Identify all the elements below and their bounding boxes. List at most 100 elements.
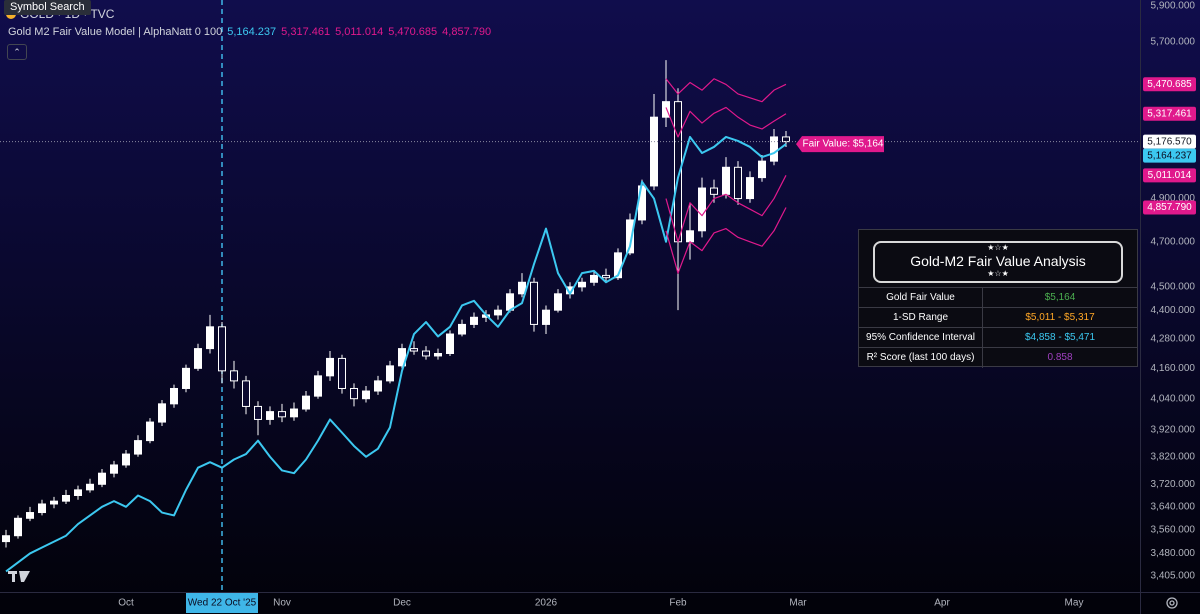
- price-tag: 5,011.014: [1148, 170, 1192, 181]
- analysis-table: ★☆★ Gold-M2 Fair Value Analysis ★☆★ Gold…: [858, 229, 1138, 368]
- x-tick-label: Apr: [934, 598, 950, 609]
- candle-body: [182, 367, 190, 389]
- table-title: Gold-M2 Fair Value Analysis: [910, 253, 1086, 269]
- series-line: [5, 135, 787, 573]
- legend-value: 5,470.685: [388, 26, 438, 38]
- y-tick-label: 4,900.000: [1151, 193, 1196, 204]
- y-tick-label: 5,900.000: [1151, 1, 1196, 12]
- y-tick-label: 3,640.000: [1151, 501, 1196, 512]
- x-tick-label: Nov: [273, 598, 291, 609]
- candle-body: [146, 421, 154, 442]
- candle-body: [518, 281, 526, 295]
- crosshair-label-bg: [186, 593, 258, 613]
- candle-body: [122, 453, 130, 466]
- price-tag-bg: [1143, 148, 1196, 163]
- candle-body: [74, 489, 82, 496]
- candle-body: [686, 230, 694, 243]
- settings-icon[interactable]: [1166, 597, 1178, 609]
- candle-body: [782, 136, 790, 143]
- price-tag-bg: [1143, 168, 1196, 183]
- candle-body: [302, 395, 310, 410]
- candle-body: [698, 187, 706, 232]
- series-line: [665, 207, 787, 274]
- price-tag-bg: [1143, 134, 1196, 149]
- price-tag: 5,470.685: [1147, 79, 1192, 90]
- candle-body: [734, 166, 742, 200]
- y-tick-label: 3,560.000: [1151, 525, 1196, 536]
- candle-body: [770, 136, 778, 162]
- row-value: $4,858 - $5,471: [1024, 332, 1096, 343]
- candle-body: [410, 348, 418, 352]
- row-value: 0.858: [1047, 352, 1073, 363]
- table-row: 1-SD Range $5,011 - $5,317: [859, 307, 1137, 328]
- candle-body: [362, 390, 370, 400]
- price-tag: 5,317.461: [1147, 108, 1192, 119]
- ornament: ★☆★: [987, 269, 1009, 278]
- candle-body: [242, 380, 250, 407]
- y-tick-label: 4,400.000: [1151, 305, 1196, 316]
- candle-body: [578, 281, 586, 288]
- candle-body: [710, 187, 718, 195]
- candle-body: [458, 323, 466, 335]
- candle-body: [218, 326, 226, 372]
- collapse-button[interactable]: ⌃: [7, 44, 27, 60]
- candle-body: [110, 464, 118, 474]
- candle-body: [422, 350, 430, 357]
- ornament: ★☆★: [987, 243, 1009, 252]
- candle-body: [278, 411, 286, 418]
- legend-value: 5,011.014: [335, 26, 384, 38]
- candle-body: [38, 503, 46, 514]
- fair-value-tag: Fair Value: $5,164: [803, 139, 884, 150]
- series-line: [665, 106, 787, 138]
- candle-body: [494, 309, 502, 316]
- candle-body: [758, 160, 766, 179]
- price-tag-bg: [1143, 200, 1196, 215]
- candle-body: [314, 375, 322, 397]
- candle-body: [434, 352, 442, 357]
- candle-body: [662, 101, 670, 118]
- candle-body: [134, 440, 142, 455]
- y-tick-label: 3,820.000: [1151, 451, 1196, 462]
- candle-body: [386, 365, 394, 382]
- y-tick-label: 4,700.000: [1151, 236, 1196, 247]
- legend-value: 5,317.461: [281, 26, 331, 38]
- candle-body: [290, 408, 298, 418]
- candle-body: [14, 517, 22, 537]
- row-label: R² Score (last 100 days): [859, 348, 983, 368]
- y-tick-label: 4,500.000: [1151, 282, 1196, 293]
- candle-body: [326, 357, 334, 377]
- candle-body: [554, 293, 562, 311]
- y-tick-label: 3,405.000: [1151, 571, 1196, 582]
- candle-body: [602, 274, 610, 279]
- y-tick-label: 4,280.000: [1151, 333, 1196, 344]
- indicator-legend: Gold M2 Fair Value Model | AlphaNatt 0 1…: [8, 26, 491, 38]
- candle-body: [530, 281, 538, 325]
- candle-body: [98, 472, 106, 485]
- x-tick-label: Mar: [789, 598, 807, 609]
- candle-body: [350, 387, 358, 400]
- candle-body: [650, 116, 658, 187]
- price-tag: 5,164.237: [1147, 150, 1192, 161]
- candle-body: [470, 316, 478, 325]
- candle-body: [230, 370, 238, 382]
- candle-body: [626, 219, 634, 254]
- candle-body: [254, 405, 262, 420]
- row-label: 95% Confidence Interval: [859, 328, 983, 348]
- candle-body: [158, 403, 166, 423]
- price-tag: 4,857.790: [1147, 202, 1192, 213]
- row-label: Gold Fair Value: [859, 288, 983, 308]
- candle-body: [542, 309, 550, 325]
- y-tick-label: 4,160.000: [1151, 363, 1196, 374]
- price-tag: 5,176.570: [1147, 136, 1192, 147]
- x-tick-label: 2026: [535, 598, 558, 609]
- table-row: R² Score (last 100 days) 0.858: [859, 347, 1137, 368]
- candle-body: [746, 177, 754, 200]
- candle-body: [338, 357, 346, 389]
- indicator-name[interactable]: Gold M2 Fair Value Model | AlphaNatt 0 1…: [8, 26, 223, 38]
- x-tick-label: Dec: [393, 598, 411, 609]
- x-tick-label: May: [1065, 598, 1084, 609]
- price-tag-bg: [1143, 106, 1196, 121]
- table-title-box: ★☆★ Gold-M2 Fair Value Analysis ★☆★: [873, 241, 1123, 283]
- candle-body: [374, 380, 382, 392]
- table-row: 95% Confidence Interval $4,858 - $5,471: [859, 327, 1137, 348]
